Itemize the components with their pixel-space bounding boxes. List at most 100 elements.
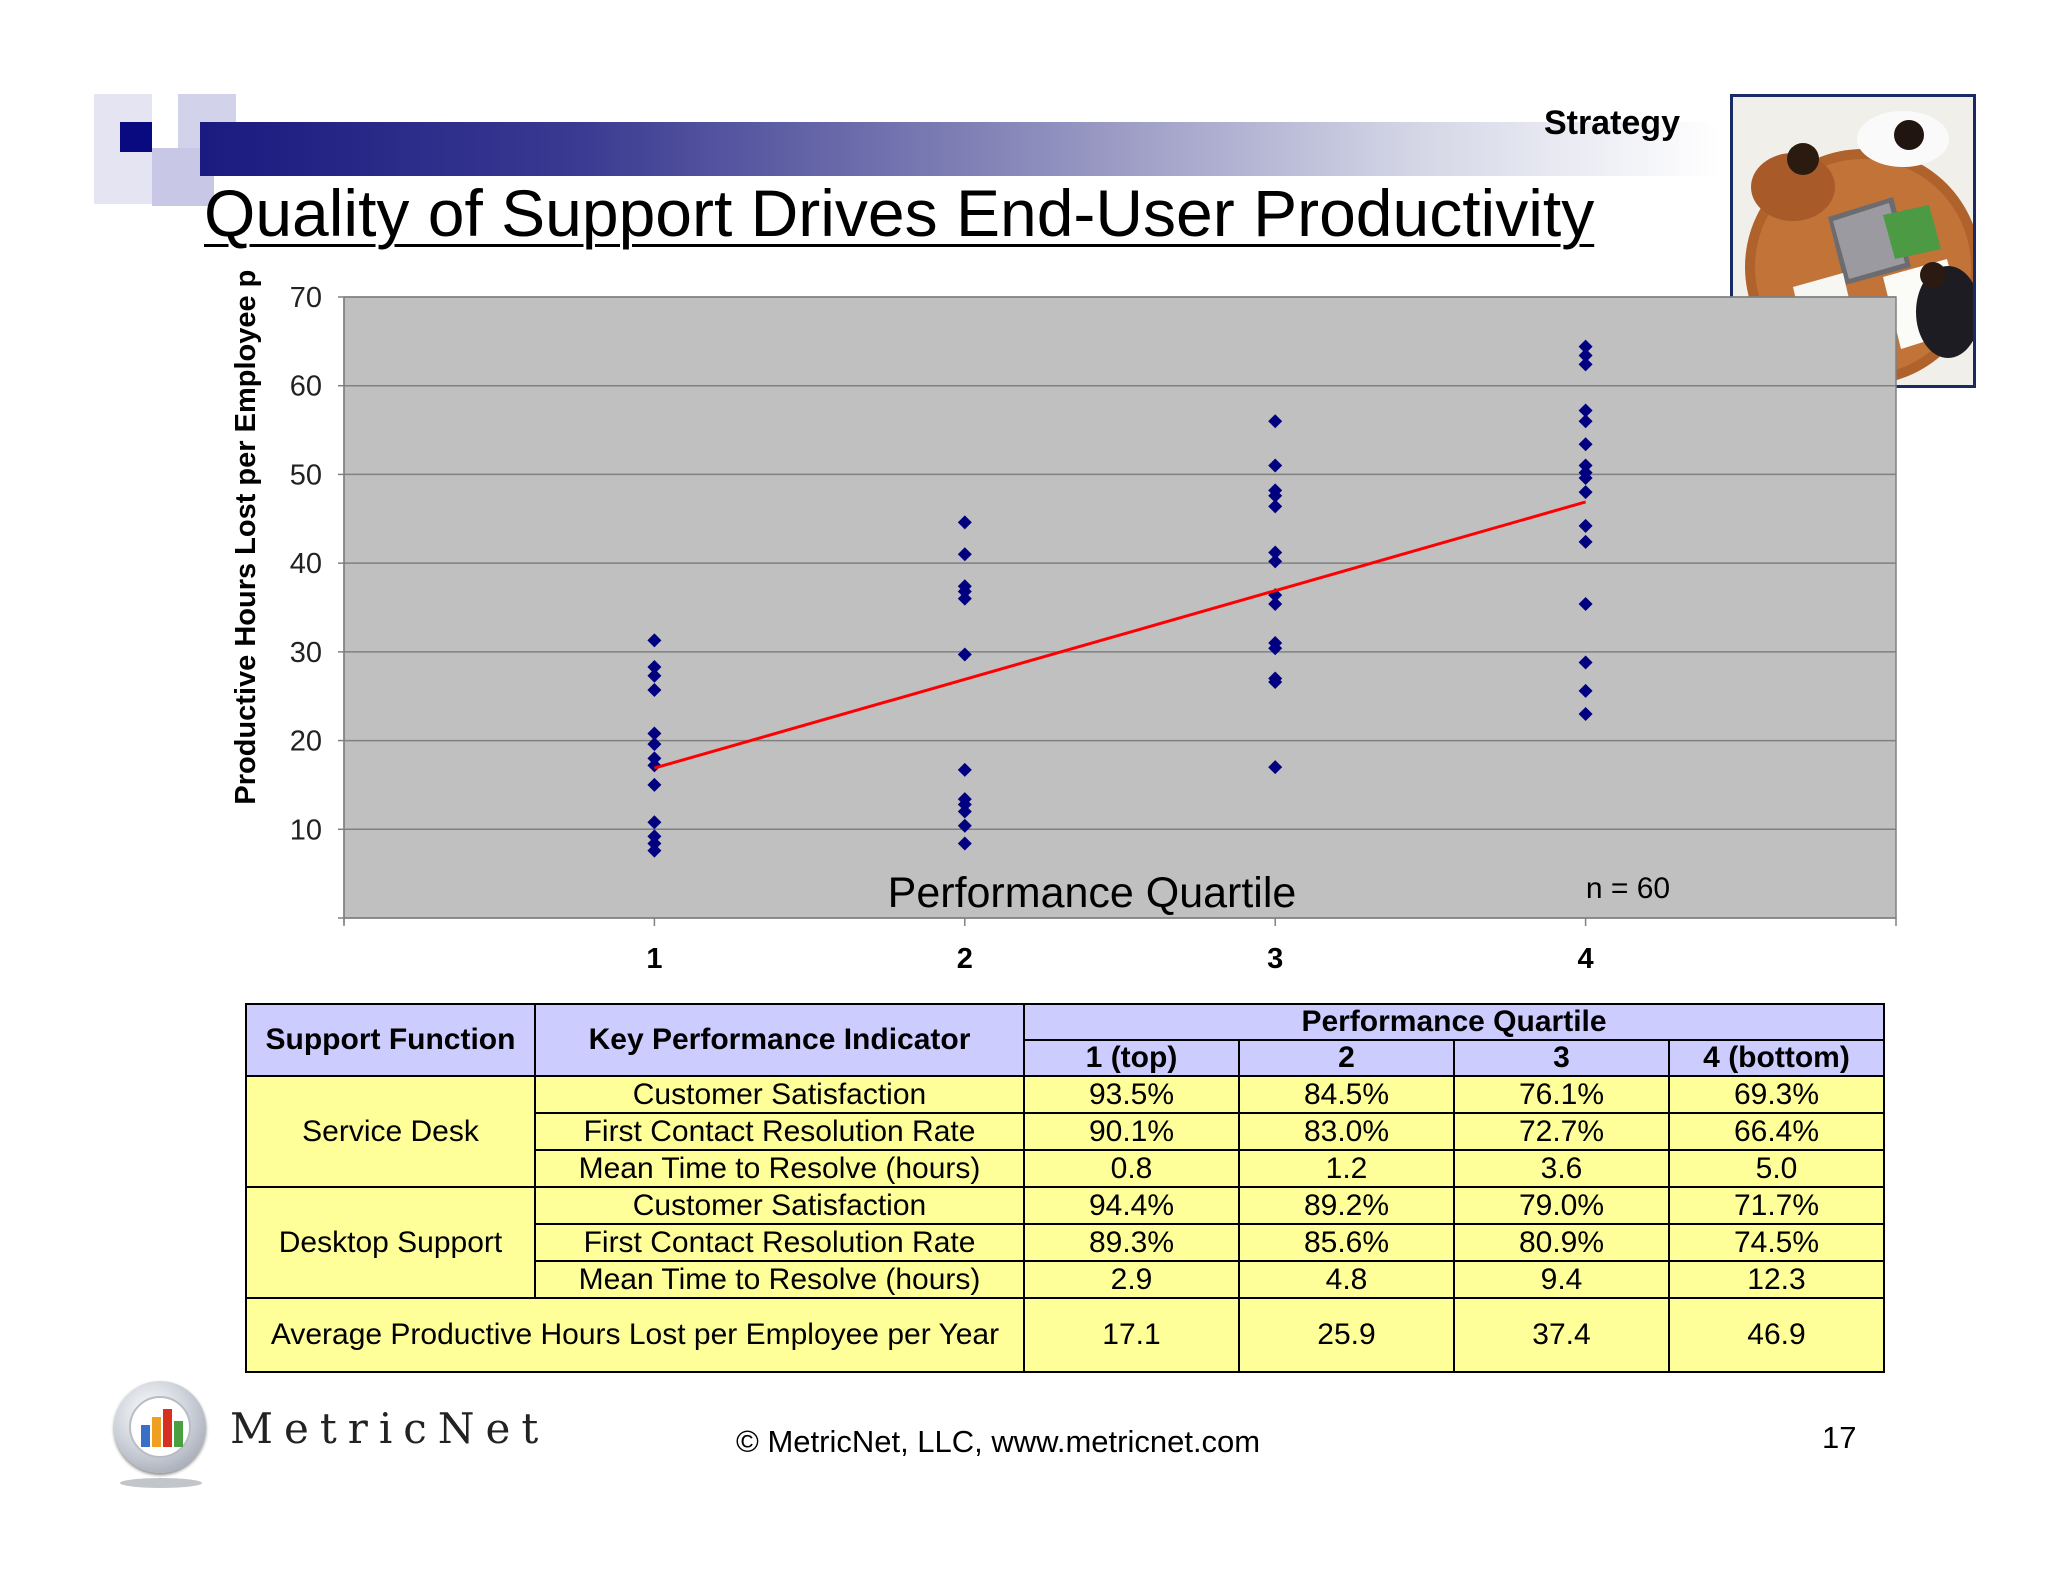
- value-cell: 9.4: [1453, 1260, 1670, 1299]
- data-point: [1578, 596, 1593, 611]
- average-value-cell: 17.1: [1023, 1297, 1240, 1373]
- value-cell: 2.9: [1023, 1260, 1240, 1299]
- data-point: [647, 633, 662, 648]
- data-point: [1268, 499, 1283, 514]
- value-cell: 3.6: [1453, 1149, 1670, 1188]
- value-cell: 12.3: [1668, 1260, 1885, 1299]
- section-label: Strategy: [1543, 104, 1680, 142]
- average-value-cell: 46.9: [1668, 1297, 1885, 1373]
- value-cell: 89.3%: [1023, 1223, 1240, 1262]
- trend-line: [653, 500, 1587, 770]
- data-point: [957, 762, 972, 777]
- data-point: [647, 777, 662, 792]
- kpi-cell: First Contact Resolution Rate: [534, 1223, 1025, 1262]
- data-point: [957, 591, 972, 606]
- y-tick-label: 20: [290, 726, 322, 758]
- plot-area: [344, 297, 1896, 918]
- value-cell: 85.6%: [1238, 1223, 1455, 1262]
- data-point: [647, 829, 662, 844]
- data-point: [1578, 485, 1593, 500]
- x-tick-label: 2: [957, 943, 973, 975]
- support-function-cell: Service Desk: [245, 1075, 536, 1188]
- header-kpi: Key Performance Indicator: [534, 1003, 1025, 1077]
- data-point: [1578, 357, 1593, 372]
- kpi-cell: Mean Time to Resolve (hours): [534, 1260, 1025, 1299]
- value-cell: 89.2%: [1238, 1186, 1455, 1225]
- sample-size-annotation: n = 60: [1586, 872, 1670, 905]
- table-row: Mean Time to Resolve (hours) 0.8 1.2 3.6 5.0: [246, 1149, 1885, 1188]
- data-point: [957, 647, 972, 662]
- data-point: [957, 836, 972, 851]
- kpi-cell: First Contact Resolution Rate: [534, 1112, 1025, 1151]
- kpi-table: Support Function Key Performance Indicat…: [245, 1003, 1885, 1373]
- header-quartile: 2: [1238, 1039, 1455, 1077]
- data-point: [1578, 518, 1593, 533]
- x-tick-label: 3: [1267, 943, 1283, 975]
- value-cell: 72.7%: [1453, 1112, 1670, 1151]
- data-point: [957, 804, 972, 819]
- table-row: Desktop Support Customer Satisfaction 94.4…: [245, 1186, 1885, 1299]
- logo-text: MetricNet: [230, 1404, 550, 1453]
- data-point: [1578, 403, 1593, 418]
- data-point: [647, 836, 662, 851]
- data-point: [1268, 554, 1283, 569]
- page-title: Quality of Support Drives End-User Produ…: [204, 176, 1595, 250]
- header-bar: [200, 122, 1720, 176]
- kpi-cell: Customer Satisfaction: [534, 1186, 1025, 1225]
- y-tick-label: 60: [290, 371, 322, 403]
- y-axis-label: Productive Hours Lost per Employee per Y…: [230, 270, 262, 805]
- metricnet-logo: [114, 1381, 206, 1473]
- value-cell: 1.2: [1238, 1149, 1455, 1188]
- value-cell: 76.1%: [1453, 1075, 1670, 1114]
- value-cell: 93.5%: [1023, 1075, 1240, 1114]
- value-cell: 84.5%: [1238, 1075, 1455, 1114]
- data-point: [1268, 488, 1283, 503]
- data-point: [1268, 588, 1283, 603]
- table-row: Mean Time to Resolve (hours) 2.9 4.8 9.4 12.…: [246, 1260, 1885, 1299]
- data-point: [1578, 534, 1593, 549]
- x-tick-label: 4: [1578, 943, 1594, 975]
- data-point: [1268, 458, 1283, 473]
- value-cell: 94.4%: [1023, 1186, 1240, 1225]
- data-point: [957, 797, 972, 812]
- data-point: [1578, 683, 1593, 698]
- data-point: [1268, 596, 1283, 611]
- value-cell: 90.1%: [1023, 1112, 1240, 1151]
- data-point: [1268, 641, 1283, 656]
- data-point: [1578, 458, 1593, 473]
- header-quartile: 4 (bottom): [1668, 1039, 1885, 1077]
- data-point: [647, 843, 662, 858]
- data-point: [957, 547, 972, 562]
- kpi-cell: Mean Time to Resolve (hours): [534, 1149, 1025, 1188]
- value-cell: 4.8: [1238, 1260, 1455, 1299]
- average-value-cell: 37.4: [1453, 1297, 1670, 1373]
- scatter-chart: 10 20 30 40 50 60 70 1 2 3 4 Productive Hours Lost…: [230, 270, 1897, 975]
- value-cell: 71.7%: [1668, 1186, 1885, 1225]
- y-tick-label: 40: [290, 548, 322, 580]
- header-quartile: 1 (top): [1023, 1039, 1240, 1077]
- average-label: Average Productive Hours Lost per Employ…: [245, 1297, 1025, 1373]
- data-point: [1578, 348, 1593, 363]
- value-cell: 5.0: [1668, 1149, 1885, 1188]
- x-axis-label: Performance Quartile: [888, 869, 1297, 917]
- data-point: [647, 751, 662, 766]
- data-point: [957, 515, 972, 530]
- support-function-cell: Desktop Support: [245, 1186, 536, 1299]
- data-point: [1268, 760, 1283, 775]
- kpi-cell: Customer Satisfaction: [534, 1075, 1025, 1114]
- table-row: First Contact Resolution Rate 90.1% 83.0% 7…: [246, 1112, 1885, 1151]
- logo-shadow: [120, 1478, 202, 1488]
- data-point: [647, 758, 662, 773]
- header-performance-quartile: Performance Quartile: [1023, 1003, 1885, 1041]
- data-point: [1268, 675, 1283, 690]
- data-point: [647, 726, 662, 741]
- data-point: [647, 815, 662, 830]
- data-point: [1268, 414, 1283, 429]
- x-tick-label: 1: [646, 943, 662, 975]
- data-point: [647, 668, 662, 683]
- data-point: [1268, 545, 1283, 560]
- copyright: © MetricNet, LLC, www.metricnet.com: [736, 1424, 1261, 1459]
- y-tick-label: 30: [290, 637, 322, 669]
- data-point: [1578, 339, 1593, 354]
- table-row: First Contact Resolution Rate 89.3% 85.6% 8…: [246, 1223, 1885, 1262]
